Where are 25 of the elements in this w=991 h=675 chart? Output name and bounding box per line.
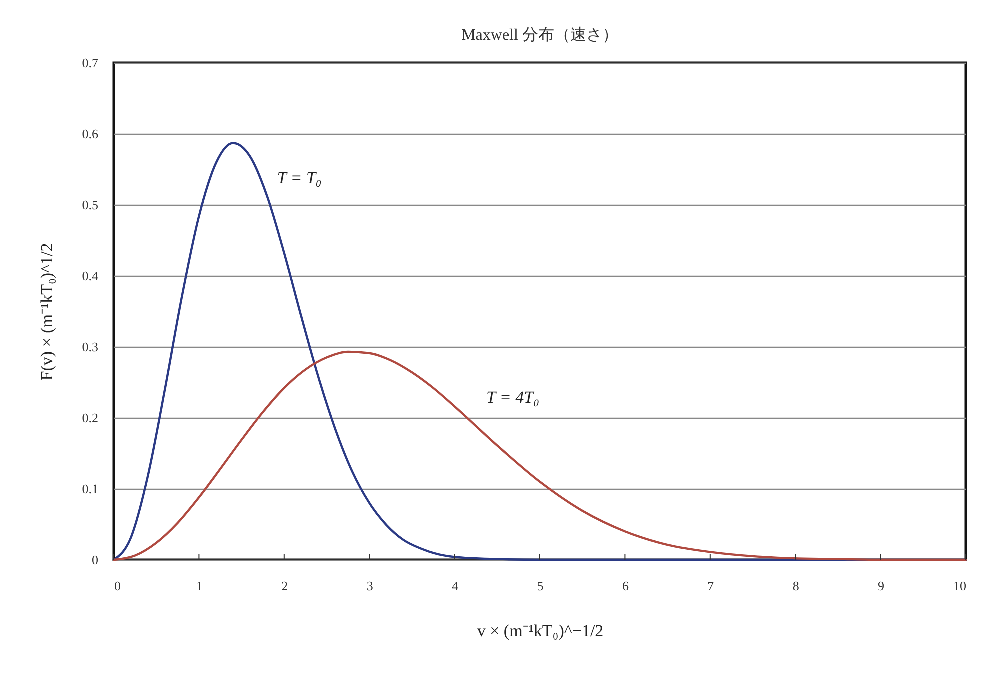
chart-title: Maxwell 分布（速さ） [462,26,618,44]
x-tick-label: 3 [366,578,374,594]
y-tick-label: 0.2 [82,410,98,426]
y-tick-label: 0.6 [82,126,99,142]
x-tick-label: 4 [452,578,460,594]
x-tick-label: 0 [114,578,121,594]
x-tick-label: 1 [196,578,203,594]
y-tick-label: 0.7 [82,56,99,70]
x-axis-title: v × (m⁻¹kT₀)^−1/2 [477,622,604,640]
y-tick-label: 0.4 [82,268,99,284]
y-tick-label: 0.5 [82,198,98,212]
line-series [112,350,968,562]
x-tick-label: 9 [878,578,885,594]
y-tick-label: 0.1 [82,482,98,496]
x-tick-label: 2 [282,578,288,594]
y-tick-label: 0.3 [82,340,98,354]
x-tick-label: 6 [622,578,630,594]
series-label: T = T₀ [277,168,322,188]
x-tick-label: 7 [708,578,715,594]
x-tick-label: 5 [537,578,544,594]
x-tick-label: 10 [954,578,966,594]
y-tick-label: 0 [92,552,98,568]
series-label: T = 4T₀ [486,388,540,408]
y-axis-title: F(v) × (m⁻¹kT₀)^1/2 [37,243,56,381]
x-tick-label: 8 [792,578,800,594]
